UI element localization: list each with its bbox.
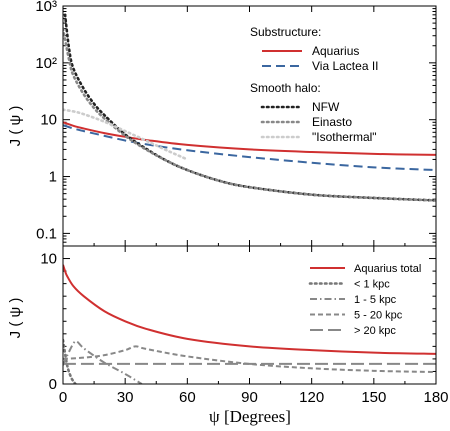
legend-group-title: Substructure: (250, 25, 321, 39)
x-tick-label: 30 (117, 389, 134, 406)
bottom-legend: Aquarius total < 1 kpc 1 - 5 kpc 5 - 20 kpc… (308, 263, 421, 337)
series-via-lactea-ii-line (63, 124, 436, 172)
top-y-tick-label: 10² (35, 55, 57, 72)
bottom-y-tick-label: 0 (49, 376, 57, 393)
legend-label-5-20-kpc: 5 - 20 kpc (354, 310, 403, 322)
series-aquarius-line (63, 121, 436, 156)
series-einasto-line (63, 27, 436, 202)
series-aquarius-total-line (63, 264, 436, 355)
x-axis-label: ψ [Degrees] (209, 407, 291, 426)
bottom-series-group (63, 264, 436, 384)
legend-label-1-kpc: < 1 kpc (354, 279, 390, 291)
top-plot-frame (62, 5, 437, 247)
top-y-tick-label: 10 (40, 112, 57, 129)
x-tick-label: 90 (241, 389, 258, 406)
top-panel: 10³ 10² 10 1 0.1 J ( ψ ) Substructure: Aquari… (7, 0, 437, 247)
top-y-tick-label: 10³ (35, 0, 57, 15)
bottom-y-tick-label: 10 (40, 251, 57, 268)
legend-label-nfw: NFW (312, 100, 340, 114)
legend-label-via-lactea-ii: Via Lactea II (312, 59, 379, 73)
series-isothermal-line (63, 108, 189, 161)
legend-label-1-5-kpc: 1 - 5 kpc (354, 294, 397, 306)
legend-label-aquarius: Aquarius (312, 44, 359, 58)
bottom-y-axis-label: J ( ψ ) (7, 298, 24, 339)
series-1-kpc-line (63, 338, 77, 384)
x-tick-label: 0 (59, 389, 67, 406)
top-y-axis-label: J ( ψ ) (7, 106, 24, 147)
legend-label-einasto: Einasto (312, 115, 352, 129)
top-y-tick-label: 0.1 (36, 225, 57, 242)
x-tick-label: 180 (423, 389, 448, 406)
legend-label-isothermal: "Isothermal" (312, 130, 377, 144)
legend-label-20-kpc: > 20 kpc (354, 325, 396, 337)
top-series-group (63, 13, 436, 202)
legend-group-title: Smooth halo: (250, 81, 321, 95)
bottom-plot-frame (62, 245, 437, 385)
bottom-axis-ticks: 0 30 60 90 120 150 180 0 10 (40, 245, 449, 406)
x-tick-label: 60 (179, 389, 196, 406)
top-y-tick-label: 1 (49, 169, 57, 186)
legend-label-aquarius-total: Aquarius total (354, 263, 421, 275)
series-1-5-kpc-line (63, 340, 143, 384)
series-5-20-kpc-line (63, 345, 436, 374)
x-tick-label: 150 (361, 389, 386, 406)
series-nfw-line (63, 13, 436, 202)
x-tick-label: 120 (299, 389, 324, 406)
top-axis-ticks: 10³ 10² 10 1 0.1 (35, 0, 437, 247)
